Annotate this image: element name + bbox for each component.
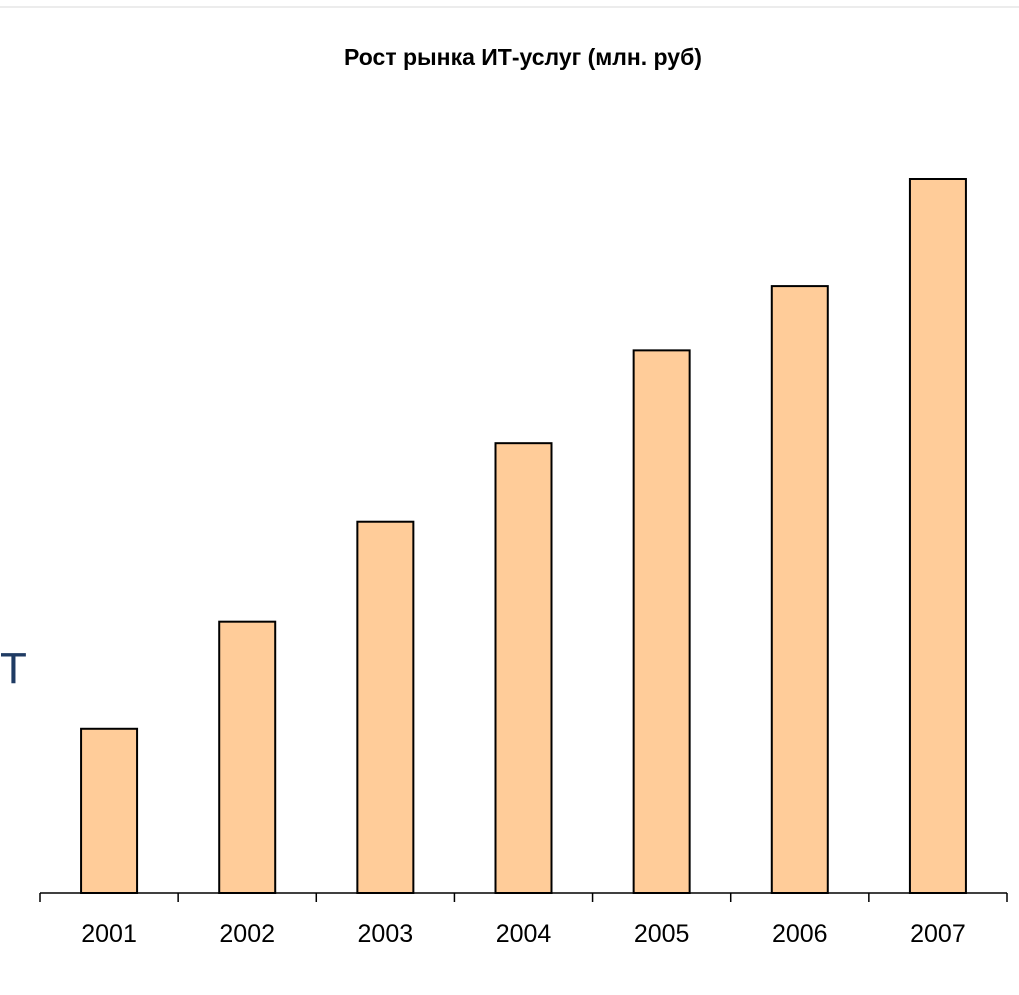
x-tick-label-2005: 2005 xyxy=(634,920,690,948)
x-tick-label-2003: 2003 xyxy=(358,920,414,948)
x-tick-label-2004: 2004 xyxy=(496,920,552,948)
side-text: Т xyxy=(0,644,27,693)
bar-2004 xyxy=(494,442,553,894)
x-tick-label-2006: 2006 xyxy=(772,920,828,948)
bar-2007 xyxy=(908,178,967,894)
bar-2001 xyxy=(80,727,139,895)
bar-2005 xyxy=(632,349,691,894)
x-tick-labels: 2001 2002 2003 2004 2005 2006 2007 xyxy=(81,920,965,948)
x-axis xyxy=(39,892,1008,902)
x-tick-label-2001: 2001 xyxy=(81,920,137,948)
chart-title: Рост рынка ИТ-услуг (млн. руб) xyxy=(344,44,702,70)
bars-group xyxy=(80,178,967,895)
bar-2003 xyxy=(356,520,415,894)
bar-2002 xyxy=(218,620,277,894)
x-tick-label-2002: 2002 xyxy=(219,920,275,948)
bar-2006 xyxy=(770,285,829,895)
x-tick-label-2007: 2007 xyxy=(910,920,966,948)
